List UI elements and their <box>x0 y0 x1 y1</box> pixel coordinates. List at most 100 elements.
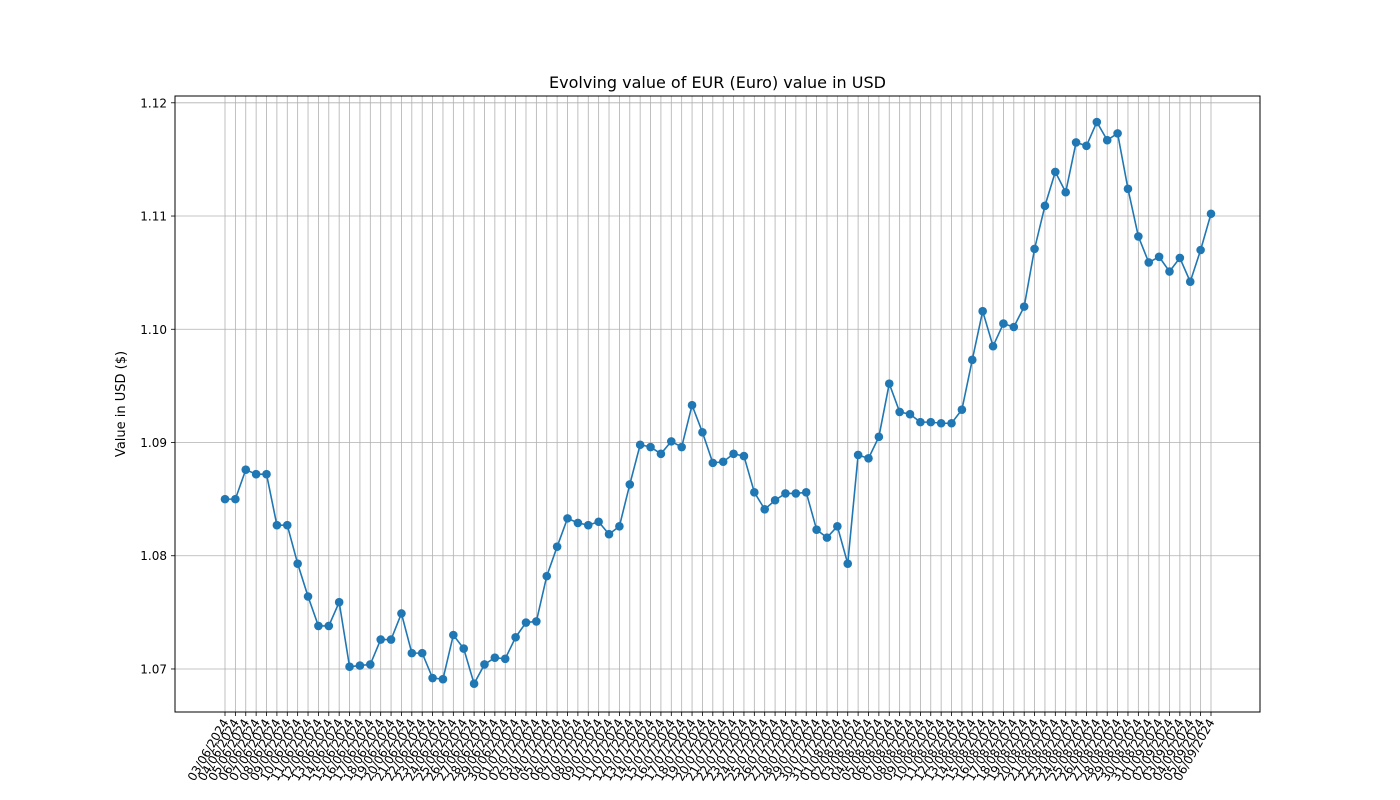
data-point <box>386 635 396 644</box>
data-point <box>1009 322 1019 332</box>
data-point <box>594 517 603 527</box>
data-point <box>936 418 946 428</box>
data-point <box>843 559 853 568</box>
data-point <box>303 592 313 601</box>
y-tick-label: 1.11 <box>140 210 167 224</box>
data-point <box>615 521 624 531</box>
grid <box>175 96 1260 712</box>
data-point <box>1113 129 1122 138</box>
y-axis: 1.07 1.08 1.09 1.10 1.11 1.12 <box>140 96 175 676</box>
y-tick-label: 1.07 <box>140 662 167 676</box>
data-point <box>666 437 676 446</box>
data-point <box>231 494 240 504</box>
data-point <box>750 488 759 497</box>
data-point <box>272 520 282 530</box>
data-point <box>677 442 686 452</box>
data-point <box>967 355 977 365</box>
data-point <box>999 319 1008 328</box>
data-point <box>428 673 437 683</box>
data-point <box>1051 167 1060 177</box>
data-point <box>542 571 552 581</box>
data-point <box>480 660 489 669</box>
data-point <box>833 521 842 531</box>
data-point <box>1123 184 1133 194</box>
data-point <box>334 597 344 607</box>
data-point <box>314 621 323 631</box>
data-point <box>884 379 894 388</box>
data-point <box>687 400 697 410</box>
data-point <box>262 469 271 479</box>
data-point <box>604 529 614 539</box>
data-point <box>781 489 790 498</box>
data-point <box>563 514 572 523</box>
y-tick-label: 1.12 <box>140 96 167 110</box>
data-point <box>324 621 334 631</box>
data-point <box>469 679 479 688</box>
data-point <box>449 630 458 640</box>
data-point <box>1185 277 1195 287</box>
data-point <box>376 635 385 644</box>
data-point <box>407 648 417 658</box>
data-point <box>1206 209 1216 219</box>
data-point <box>1165 267 1174 276</box>
data-point <box>1040 201 1050 211</box>
data-point <box>397 609 406 618</box>
data-point <box>822 533 832 542</box>
data-point <box>864 454 873 463</box>
data-point <box>500 654 510 664</box>
data-point <box>978 306 987 316</box>
data-point <box>905 409 915 419</box>
data-point <box>729 449 738 459</box>
data-point <box>957 405 967 414</box>
data-point <box>459 644 469 653</box>
y-axis-label: Value in USD ($) <box>114 351 129 457</box>
y-tick-label: 1.10 <box>140 323 167 337</box>
data-point <box>220 494 230 504</box>
data-point <box>801 488 811 497</box>
data-point <box>698 428 707 437</box>
data-point <box>916 417 925 427</box>
data-point <box>708 458 718 468</box>
data-point <box>1175 253 1185 263</box>
data-point <box>282 520 292 530</box>
data-point <box>1030 244 1039 254</box>
data-point <box>1154 252 1164 262</box>
data-point <box>293 559 302 568</box>
plot-frame <box>174 95 1261 713</box>
data-point <box>1196 245 1205 255</box>
data-point <box>646 442 655 452</box>
data-point <box>1134 232 1143 241</box>
data-point <box>760 505 770 514</box>
data-point <box>1092 117 1102 127</box>
y-tick-label: 1.09 <box>140 436 167 450</box>
data-point <box>625 480 635 489</box>
data-point <box>1071 138 1081 147</box>
data-point <box>988 341 998 351</box>
data-point <box>853 450 863 460</box>
data-point <box>366 660 375 669</box>
data-point <box>532 617 541 626</box>
data-point <box>791 489 801 498</box>
data-point <box>552 542 562 551</box>
data-point <box>770 495 780 505</box>
data-point <box>438 674 448 684</box>
data-point <box>355 661 365 670</box>
data-point <box>635 440 645 450</box>
data-point <box>895 407 904 417</box>
data-point <box>1061 187 1070 197</box>
data-point <box>656 449 666 459</box>
data-point <box>573 518 583 528</box>
data-point <box>345 662 354 672</box>
data-point <box>521 618 531 627</box>
data-point <box>241 465 251 474</box>
data-point <box>739 451 749 461</box>
data-point <box>511 632 520 642</box>
data-point <box>1144 258 1154 267</box>
y-tick-label: 1.08 <box>140 549 167 563</box>
data-point <box>490 653 500 662</box>
series-group <box>220 117 1216 688</box>
data-point <box>874 432 884 442</box>
data-point <box>1019 302 1029 311</box>
